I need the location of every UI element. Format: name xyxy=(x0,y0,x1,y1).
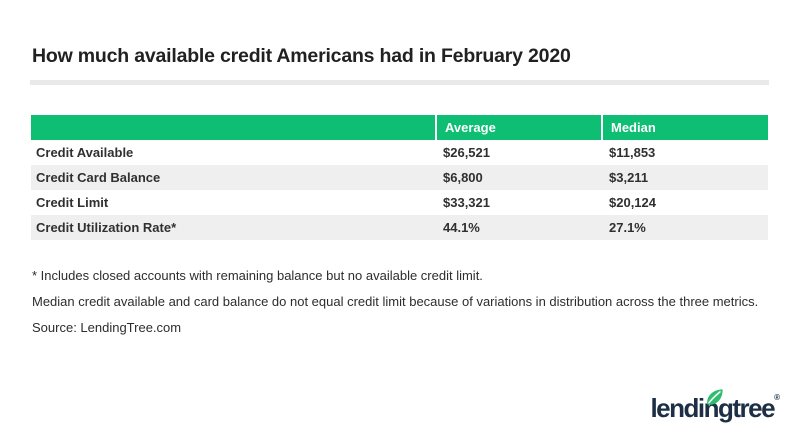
row-average-value: $33,321 xyxy=(443,195,490,210)
table-row-credit-card-balance: Credit Card Balance $6,800 $3,211 xyxy=(31,165,768,190)
row-label: Credit Card Balance xyxy=(36,170,161,185)
row-label: Credit Limit xyxy=(36,195,109,210)
lendingtree-logo: lendingtree® xyxy=(650,389,780,425)
table-row-credit-limit: Credit Limit $33,321 $20,124 xyxy=(31,190,768,215)
footnote-median-note: Median credit available and card balance… xyxy=(32,294,759,309)
credit-table: Average Median Credit Available $26,521 … xyxy=(31,115,768,240)
leaf-icon xyxy=(704,381,727,405)
source-credit: Source: LendingTree.com xyxy=(32,320,182,335)
table-row-credit-available: Credit Available $26,521 $11,853 xyxy=(31,140,768,165)
row-label: Credit Available xyxy=(36,145,134,160)
row-average-value: $26,521 xyxy=(443,145,490,160)
registered-mark: ® xyxy=(774,393,780,402)
row-median-value: 27.1% xyxy=(609,220,646,235)
footnote-asterisk: * Includes closed accounts with remainin… xyxy=(32,268,483,283)
infographic: How much available credit Americans had … xyxy=(30,0,769,447)
title-divider xyxy=(30,80,769,85)
table-row-credit-utilization-rate: Credit Utilization Rate* 44.1% 27.1% xyxy=(31,215,768,240)
table-header-row: Average Median xyxy=(31,115,768,140)
header-average: Average xyxy=(435,115,601,140)
row-median-value: $20,124 xyxy=(609,195,656,210)
row-average-value: 44.1% xyxy=(443,220,480,235)
row-average-value: $6,800 xyxy=(443,170,483,185)
row-label: Credit Utilization Rate* xyxy=(36,220,177,235)
header-median: Median xyxy=(601,115,768,140)
header-blank-cell xyxy=(31,115,435,140)
page-title: How much available credit Americans had … xyxy=(32,45,571,67)
row-median-value: $3,211 xyxy=(609,170,649,185)
row-median-value: $11,853 xyxy=(609,145,656,160)
